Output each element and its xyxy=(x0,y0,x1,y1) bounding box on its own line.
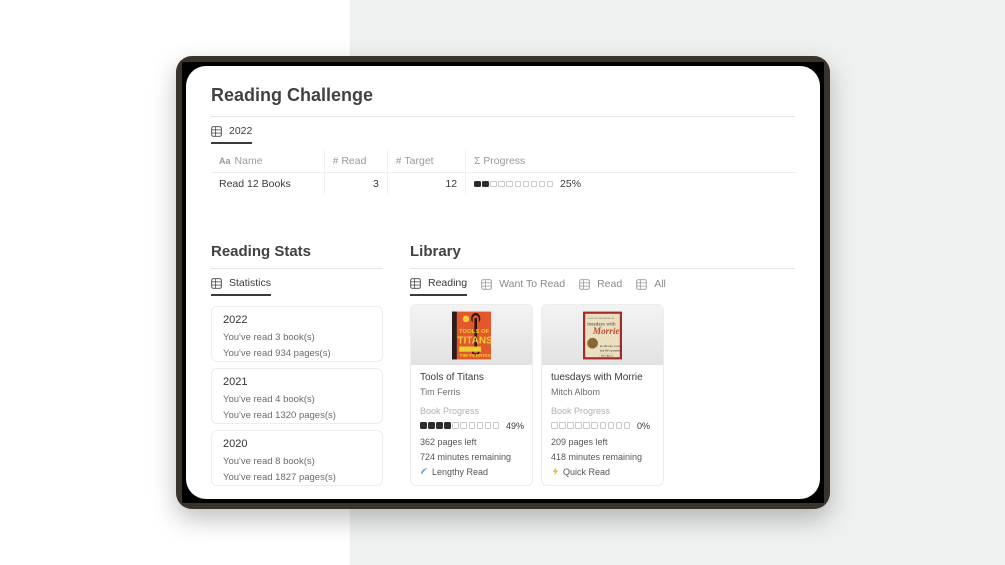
svg-text:Morrie: Morrie xyxy=(592,326,620,336)
svg-text:TIM FERRISS: TIM FERRISS xyxy=(459,353,491,359)
svg-text:TITANS: TITANS xyxy=(458,335,491,346)
svg-text:TOOLS OF: TOOLS OF xyxy=(459,328,490,334)
